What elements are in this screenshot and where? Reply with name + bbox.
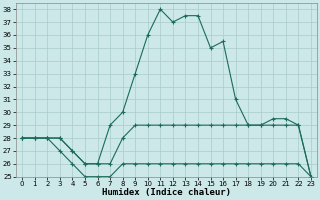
X-axis label: Humidex (Indice chaleur): Humidex (Indice chaleur) [102, 188, 231, 197]
